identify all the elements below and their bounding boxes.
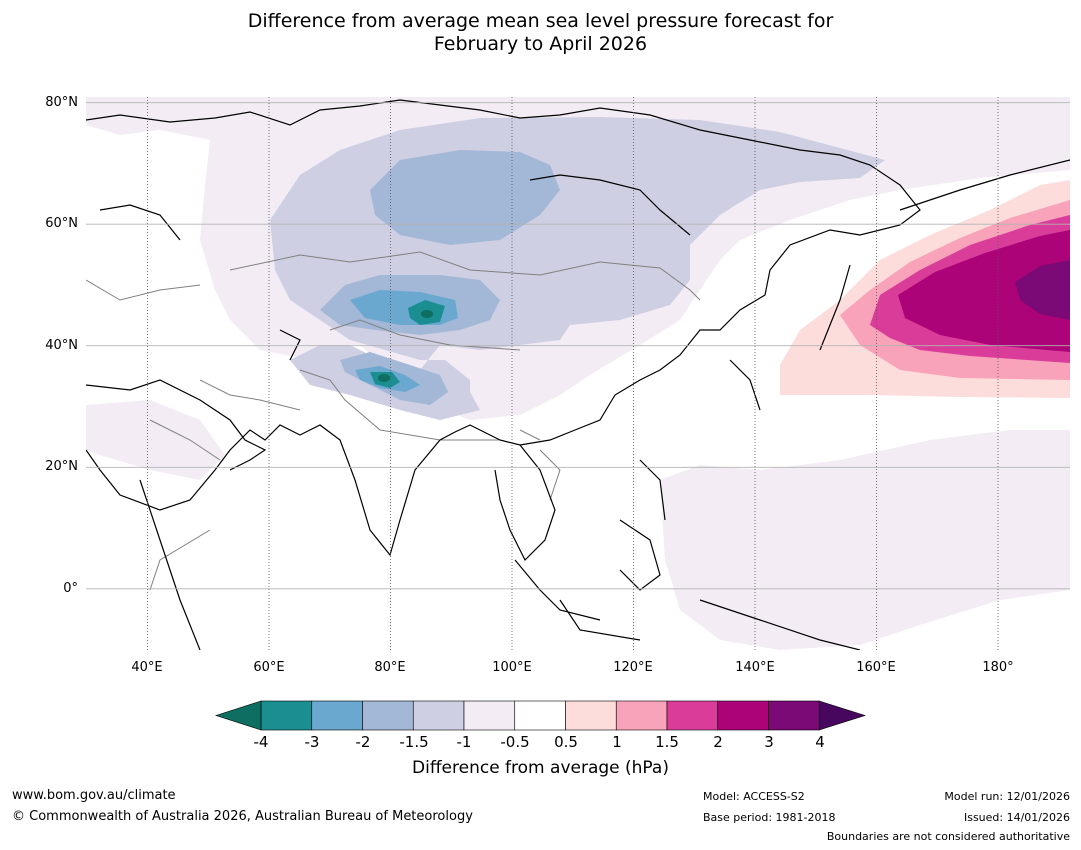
- band-neg-0-5-to-neg-1-arabia: [86, 400, 225, 480]
- lon-label-100e: 100°E: [492, 660, 532, 675]
- issued-text: Issued: 14/01/2026: [963, 811, 1070, 824]
- map-area: [86, 97, 1070, 650]
- colorbar-segment: [615, 700, 668, 731]
- colorbar-tick: 1: [612, 733, 622, 751]
- band-below-neg-4-tibet: [378, 374, 390, 382]
- colorbar-tick: 0.5: [554, 733, 578, 751]
- band-3-to-4: [1015, 260, 1070, 320]
- copyright-text: © Commonwealth of Australia 2026, Austra…: [12, 809, 473, 824]
- disclaimer-text: Boundaries are not considered authoritat…: [826, 830, 1070, 843]
- base-period-text: Base period: 1981-2018: [703, 811, 836, 824]
- colorbar-tick: 4: [815, 733, 825, 751]
- colorbar-tick: -4: [253, 733, 269, 751]
- colorbar-segment: [514, 700, 566, 731]
- colorbar-segment: [666, 700, 719, 731]
- map-title-line-2: February to April 2026: [433, 33, 648, 55]
- colorbar-segment: [565, 700, 617, 731]
- colorbar-segment: [311, 700, 363, 731]
- lat-label-0: 0°: [63, 581, 78, 596]
- model-text: Model: ACCESS-S2: [703, 790, 805, 803]
- colorbar-segment: [362, 700, 414, 731]
- colorbar-tick: -1.5: [399, 733, 429, 751]
- colorbar-segment: [260, 700, 313, 731]
- colorbar-under-arrow: [215, 700, 262, 731]
- colorbar-segment: [768, 700, 820, 731]
- lon-label-120e: 120°E: [613, 660, 653, 675]
- colorbar-tick: 1.5: [655, 733, 679, 751]
- colorbar-over-arrow: [818, 700, 866, 731]
- band-2-to-3: [898, 230, 1070, 352]
- colorbar-label: Difference from average (hPa): [412, 758, 669, 778]
- coastlines: [86, 99, 1070, 650]
- colorbar: [215, 700, 866, 731]
- latitude-gridlines: [86, 102, 1070, 590]
- map-title-line-1: Difference from average mean sea level p…: [247, 10, 834, 32]
- model-run-text: Model run: 12/01/2026: [944, 790, 1070, 803]
- colorbar-tick: 3: [764, 733, 774, 751]
- colorbar-tick: -3: [304, 733, 320, 751]
- colorbar-tick: -2: [355, 733, 371, 751]
- lon-label-60e: 60°E: [253, 660, 285, 675]
- colorbar-segment: [717, 700, 769, 731]
- lat-label-60n: 60°N: [45, 216, 78, 231]
- band-neg-0-5-to-neg-1-pacific: [660, 430, 1070, 650]
- lon-label-160e: 160°E: [856, 660, 896, 675]
- lon-label-40e: 40°E: [131, 660, 163, 675]
- colorbar-tick: 2: [713, 733, 723, 751]
- longitude-gridlines: [147, 97, 999, 650]
- band-below-neg-4-central-asia: [421, 310, 433, 318]
- lat-label-80n: 80°N: [45, 95, 78, 110]
- political-boundaries: [86, 251, 701, 591]
- colorbar-segment: [412, 700, 465, 731]
- colorbar-segment: [463, 700, 516, 731]
- colorbar-tick: -0.5: [500, 733, 530, 751]
- lat-label-20n: 20°N: [45, 459, 78, 474]
- lon-label-180: 180°: [982, 660, 1014, 675]
- colorbar-tick: -1: [456, 733, 472, 751]
- lon-label-140e: 140°E: [735, 660, 775, 675]
- band-neg-1-5-to-neg-2-siberia: [370, 150, 560, 245]
- lat-label-40n: 40°N: [45, 338, 78, 353]
- website-link[interactable]: www.bom.gov.au/climate: [12, 788, 176, 803]
- lon-label-80e: 80°E: [374, 660, 406, 675]
